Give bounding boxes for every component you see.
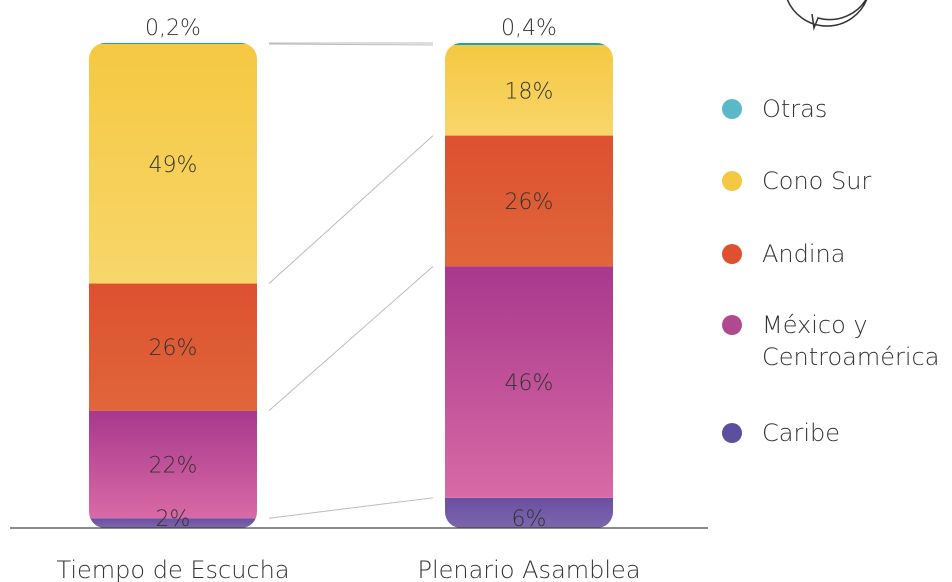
data-label-mexico-y-centroamerica-tiempo-de-escucha: 22% xyxy=(149,453,198,478)
connector-mexico-y-centroamerica xyxy=(268,266,434,412)
logo-icon xyxy=(786,0,868,31)
legend-swatch-otras xyxy=(722,99,742,119)
legend-swatch-cono-sur xyxy=(722,171,742,191)
legend-item-mexico-y-centroamerica: México y Centroamérica xyxy=(722,311,939,371)
connector-lines xyxy=(268,42,434,519)
bar-tiempo-de-escucha xyxy=(89,43,257,528)
legend-item-andina: Andina xyxy=(722,240,845,268)
connector-andina xyxy=(268,135,434,284)
bar-segment-cono-sur-plenario-asamblea xyxy=(445,45,613,136)
bars-group: 2%22%26%49%0,2%6%46%26%18%0,4% xyxy=(89,16,613,532)
legend-swatch-caribe xyxy=(722,423,742,443)
bar-plenario-asamblea xyxy=(445,43,613,528)
bar-segment-caribe-tiempo-de-escucha xyxy=(89,518,257,528)
legend-item-caribe: Caribe xyxy=(722,419,840,447)
bar-segment-caribe-plenario-asamblea xyxy=(445,497,613,528)
legend-item-otras: Otras xyxy=(722,95,827,123)
legend-label-andina: Andina xyxy=(762,240,845,268)
data-label-cono-sur-tiempo-de-escucha: 49% xyxy=(149,153,198,178)
connector-cono-sur xyxy=(268,43,434,46)
legend-swatch-mexico-y-centroamerica xyxy=(722,315,742,335)
bar-segment-otras-tiempo-de-escucha xyxy=(89,43,257,44)
legend-swatch-andina xyxy=(722,244,742,264)
bar-segment-andina-plenario-asamblea xyxy=(445,135,613,267)
category-label-tiempo-de-escucha: Tiempo de Escucha xyxy=(56,556,289,582)
category-labels: Tiempo de Escucha Plenario Asamblea xyxy=(56,556,640,582)
category-label-plenario-asamblea: Plenario Asamblea xyxy=(417,556,640,582)
legend-label-cono-sur: Cono Sur xyxy=(762,167,871,195)
data-label-andina-tiempo-de-escucha: 26% xyxy=(149,336,198,361)
bar-segment-mexico-y-centroamerica-tiempo-de-escucha xyxy=(89,410,257,519)
bar-segment-cono-sur-tiempo-de-escucha xyxy=(89,43,257,284)
legend-item-cono-sur: Cono Sur xyxy=(722,167,871,195)
legend-label-mexico-y-centroamerica: México y Centroamérica xyxy=(762,311,939,371)
bar-segment-andina-tiempo-de-escucha xyxy=(89,283,257,411)
data-label-mexico-y-centroamerica-plenario-asamblea: 46% xyxy=(505,371,554,396)
data-label-otras-tiempo-de-escucha: 0,2% xyxy=(145,16,201,41)
connector-caribe xyxy=(268,497,434,519)
legend-label-caribe: Caribe xyxy=(762,419,840,447)
legend-label-otras: Otras xyxy=(762,95,827,123)
bar-segment-mexico-y-centroamerica-plenario-asamblea xyxy=(445,266,613,498)
bar-segment-otras-plenario-asamblea xyxy=(445,43,613,46)
legend: Otras Cono Sur Andina México y Centroamérica… xyxy=(722,95,939,447)
data-label-cono-sur-plenario-asamblea: 18% xyxy=(505,79,554,104)
data-label-otras-plenario-asamblea: 0,4% xyxy=(501,16,557,41)
data-label-andina-plenario-asamblea: 26% xyxy=(505,190,554,215)
